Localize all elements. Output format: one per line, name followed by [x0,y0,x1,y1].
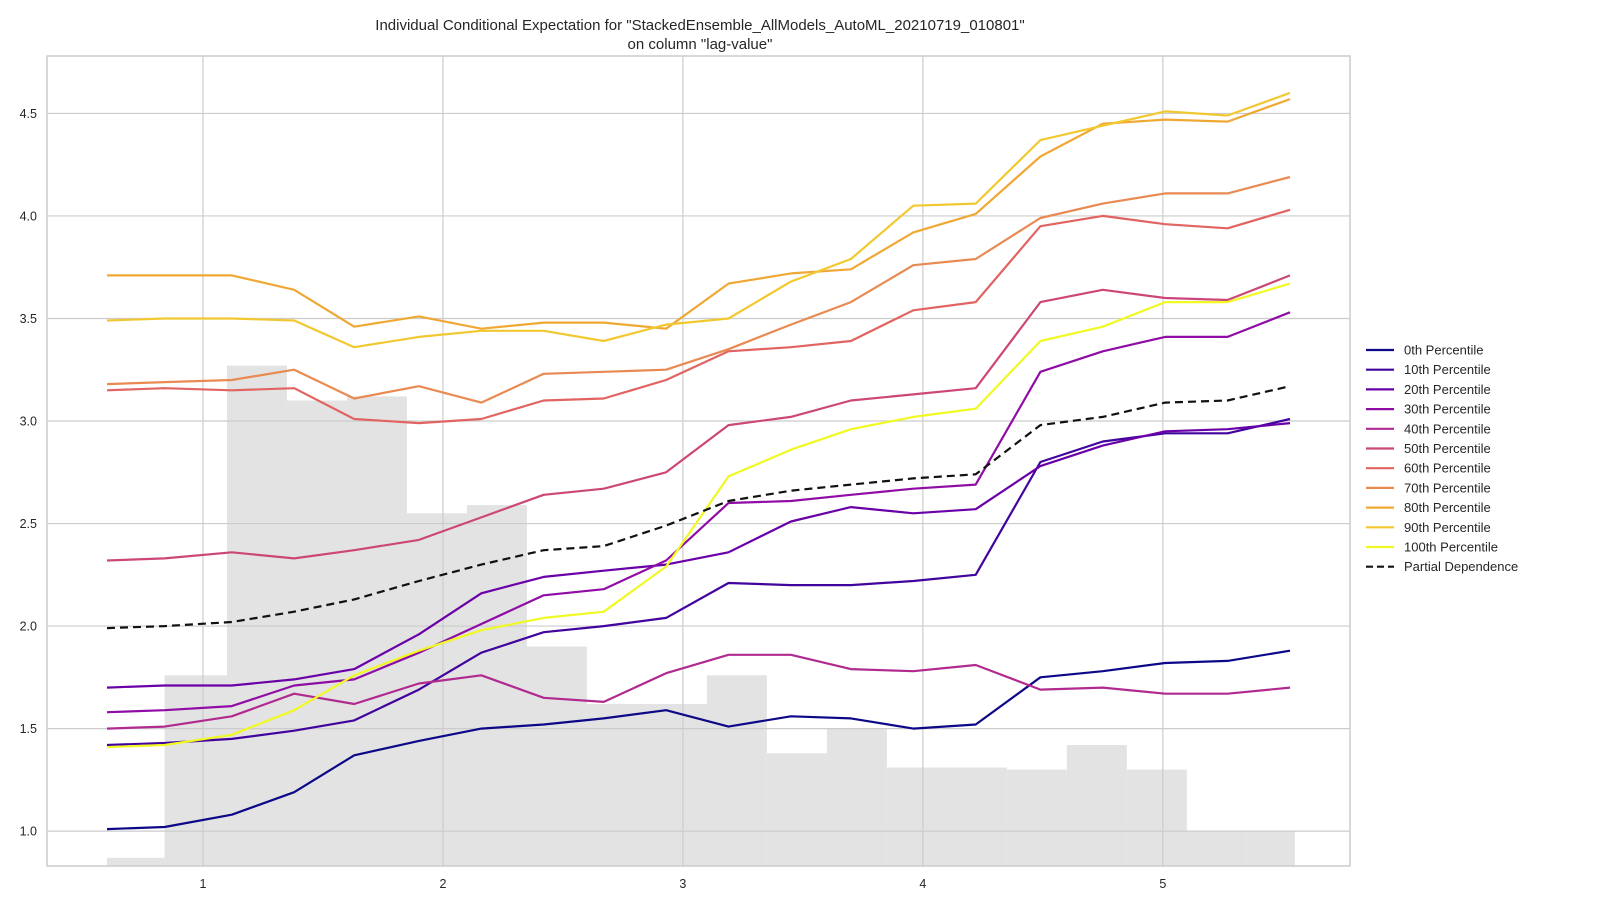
legend-label: 70th Percentile [1404,480,1491,495]
series-line [106,175,1291,404]
x-tick-label: 3 [679,877,686,891]
x-tick-label: 1 [199,877,206,891]
series-line [107,98,1291,330]
y-tick-label: 4.0 [20,209,37,223]
series-line [106,282,1291,749]
legend-label: 30th Percentile [1404,402,1491,417]
legend-label: 50th Percentile [1404,441,1491,456]
histogram-bar [706,675,767,866]
histogram-bar [346,396,407,866]
histogram-bar [826,728,887,866]
series-line [106,91,1291,349]
series-line [106,649,1291,831]
histogram-bar [1006,769,1067,866]
x-tick-label: 5 [1159,877,1166,891]
legend-label: 90th Percentile [1404,520,1491,535]
legend-label: 10th Percentile [1404,362,1491,377]
y-tick-label: 4.5 [20,107,37,121]
chart-subtitle: on column "lag-value" [628,36,773,53]
histogram-bar [226,365,287,866]
legend: 0th Percentile 10th Percentile 20th Percen… [1366,343,1518,574]
legend-label: 0th Percentile [1404,343,1484,358]
series-line [106,422,1291,689]
histogram-bar [1246,831,1295,866]
histogram-bar [164,675,227,866]
series-line [106,274,1291,562]
legend-label: 100th Percentile [1404,540,1498,555]
plot-frame [46,55,1351,867]
histogram-bar [466,505,527,866]
series-line [106,653,1291,730]
series-line [106,417,1291,747]
legend-label: 80th Percentile [1404,500,1491,515]
series-line [106,311,1291,714]
x-tick-label: 2 [439,877,446,891]
histogram-bar [106,857,165,866]
y-tick-label: 2.0 [20,620,37,634]
histogram-bar [886,767,947,866]
plot-area: 1.0 1.5 2.0 2.5 3.0 3.5 4.0 4.5 1 2 3 4 5 [20,55,1351,891]
y-tick-label: 2.5 [20,517,37,531]
y-tick-label: 3.5 [20,312,37,326]
histogram-bar [1186,831,1247,866]
y-tick-label: 3.0 [20,415,37,429]
histogram-bar [1066,745,1127,866]
y-tick-label: 1.5 [20,722,37,736]
histogram-bar [526,646,587,866]
histogram-bar [766,753,827,866]
y-tick-label: 1.0 [20,825,37,839]
histogram-bar [406,513,467,866]
histogram-bar [1126,769,1187,866]
x-tick-label: 4 [919,877,926,891]
histogram-bar [286,400,347,866]
series-line [106,208,1291,425]
histogram-bar [586,704,647,866]
histogram-bar [646,704,707,866]
chart-title: Individual Conditional Expectation for "… [375,17,1024,34]
legend-label: Partial Dependence [1404,559,1518,574]
series-line [106,385,1291,630]
histogram-bar [946,767,1007,866]
legend-label: 40th Percentile [1404,421,1491,436]
legend-label: 20th Percentile [1404,382,1491,397]
legend-label: 60th Percentile [1404,461,1491,476]
